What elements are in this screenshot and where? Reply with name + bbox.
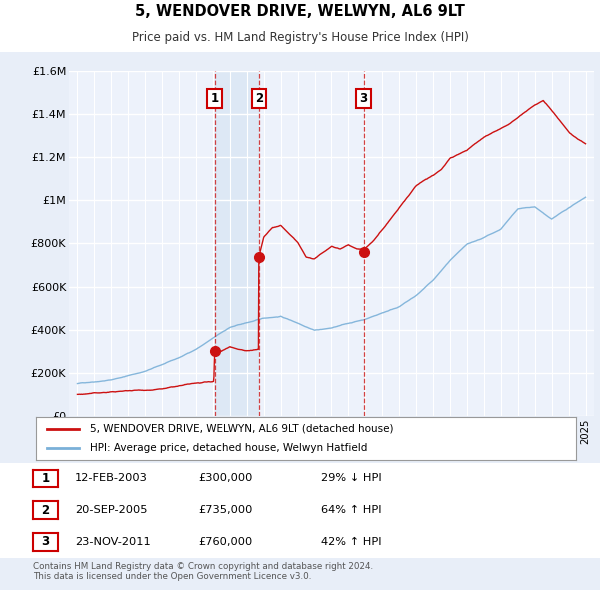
- Text: 1: 1: [41, 472, 50, 485]
- Text: 42% ↑ HPI: 42% ↑ HPI: [321, 537, 382, 547]
- Text: 3: 3: [359, 92, 368, 105]
- Text: 1: 1: [211, 92, 219, 105]
- Text: Contains HM Land Registry data © Crown copyright and database right 2024.
This d: Contains HM Land Registry data © Crown c…: [33, 562, 373, 581]
- Bar: [215, 71, 259, 416]
- Text: Price paid vs. HM Land Registry's House Price Index (HPI): Price paid vs. HM Land Registry's House …: [131, 31, 469, 44]
- Text: £760,000: £760,000: [198, 537, 252, 547]
- Text: 64% ↑ HPI: 64% ↑ HPI: [321, 505, 382, 515]
- Text: 12-FEB-2003: 12-FEB-2003: [75, 473, 148, 483]
- Text: 29% ↓ HPI: 29% ↓ HPI: [321, 473, 382, 483]
- Text: 5, WENDOVER DRIVE, WELWYN, AL6 9LT (detached house): 5, WENDOVER DRIVE, WELWYN, AL6 9LT (deta…: [90, 424, 394, 434]
- Text: 20-SEP-2005: 20-SEP-2005: [75, 505, 148, 515]
- Text: 3: 3: [41, 535, 50, 548]
- Text: 5, WENDOVER DRIVE, WELWYN, AL6 9LT: 5, WENDOVER DRIVE, WELWYN, AL6 9LT: [135, 4, 465, 19]
- Text: £300,000: £300,000: [198, 473, 253, 483]
- Text: 2: 2: [255, 92, 263, 105]
- Text: 23-NOV-2011: 23-NOV-2011: [75, 537, 151, 547]
- Text: HPI: Average price, detached house, Welwyn Hatfield: HPI: Average price, detached house, Welw…: [90, 443, 367, 453]
- Text: £735,000: £735,000: [198, 505, 253, 515]
- Text: 2: 2: [41, 503, 50, 517]
